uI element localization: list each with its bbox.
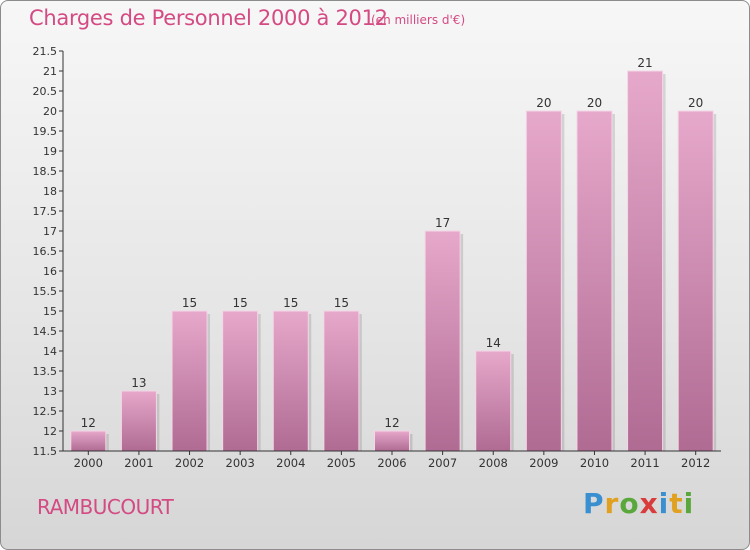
bar — [525, 110, 562, 452]
x-tick-label: 2012 — [681, 456, 710, 470]
y-tick-label: 17 — [43, 225, 57, 238]
data-label: 12 — [384, 416, 399, 430]
y-tick-label: 13 — [43, 385, 57, 398]
y-tick-label: 12.5 — [33, 405, 58, 418]
logo-letter: x — [639, 487, 659, 520]
y-tick-label: 21.5 — [33, 45, 58, 58]
data-label: 21 — [637, 56, 652, 70]
y-tick-label: 14 — [43, 345, 57, 358]
logo-letter: i — [658, 487, 670, 520]
y-tick-label: 12 — [43, 425, 57, 438]
x-tick-label: 2007 — [428, 456, 457, 470]
logo-letter: i — [683, 487, 695, 520]
data-label: 20 — [536, 96, 551, 110]
logo-letter: o — [619, 487, 640, 520]
y-tick-label: 16.5 — [33, 245, 58, 258]
y-tick-label: 19.5 — [33, 125, 58, 138]
y-tick-label: 19 — [43, 145, 57, 158]
y-tick-label: 15.5 — [33, 285, 58, 298]
chart-unit: (en milliers d'€) — [371, 13, 466, 27]
data-label: 15 — [283, 296, 298, 310]
bar — [374, 430, 410, 452]
logo-letter: t — [669, 487, 684, 520]
y-tick-label: 15 — [43, 305, 57, 318]
bar — [576, 110, 613, 452]
x-tick-label: 2011 — [630, 456, 659, 470]
data-label: 20 — [688, 96, 703, 110]
data-label: 17 — [435, 216, 450, 230]
bar — [70, 430, 107, 452]
data-label: 15 — [334, 296, 349, 310]
y-tick-label: 18 — [43, 185, 57, 198]
logo-letter: r — [604, 487, 620, 520]
bar — [120, 390, 157, 452]
y-tick-label: 16 — [43, 265, 57, 278]
x-tick-label: 2009 — [529, 456, 558, 470]
data-label: 14 — [486, 336, 501, 350]
y-tick-label: 18.5 — [33, 165, 58, 178]
chart-title: Charges de Personnel 2000 à 2012 — [29, 6, 388, 30]
x-tick-label: 2004 — [276, 456, 305, 470]
data-label: 20 — [587, 96, 602, 110]
data-label: 15 — [182, 296, 197, 310]
city-name: RAMBUCOURT — [37, 495, 174, 519]
bar — [272, 310, 309, 452]
x-tick-label: 2002 — [175, 456, 204, 470]
bar — [677, 110, 714, 452]
x-tick-label: 2001 — [124, 456, 153, 470]
logo-letter: P — [583, 487, 605, 520]
data-label: 13 — [131, 376, 146, 390]
x-tick-label: 2005 — [327, 456, 356, 470]
y-tick-label: 20.5 — [33, 85, 58, 98]
y-tick-label: 11.5 — [33, 445, 58, 458]
x-tick-label: 2006 — [377, 456, 406, 470]
bar — [475, 350, 512, 452]
y-tick-label: 21 — [43, 65, 57, 78]
data-label: 12 — [81, 416, 96, 430]
bar — [171, 310, 208, 452]
x-tick-label: 2000 — [74, 456, 103, 470]
bar — [323, 310, 360, 452]
proxiti-logo: Proxiti — [583, 487, 694, 520]
x-tick-label: 2003 — [226, 456, 255, 470]
y-tick-label: 20 — [43, 105, 57, 118]
y-tick-label: 14.5 — [33, 325, 58, 338]
bar — [424, 230, 461, 452]
y-tick-label: 13.5 — [33, 365, 58, 378]
bar — [222, 310, 259, 452]
data-label: 15 — [233, 296, 248, 310]
y-tick-label: 17.5 — [33, 205, 58, 218]
bar — [627, 70, 664, 452]
x-tick-label: 2010 — [580, 456, 609, 470]
x-tick-label: 2008 — [479, 456, 508, 470]
